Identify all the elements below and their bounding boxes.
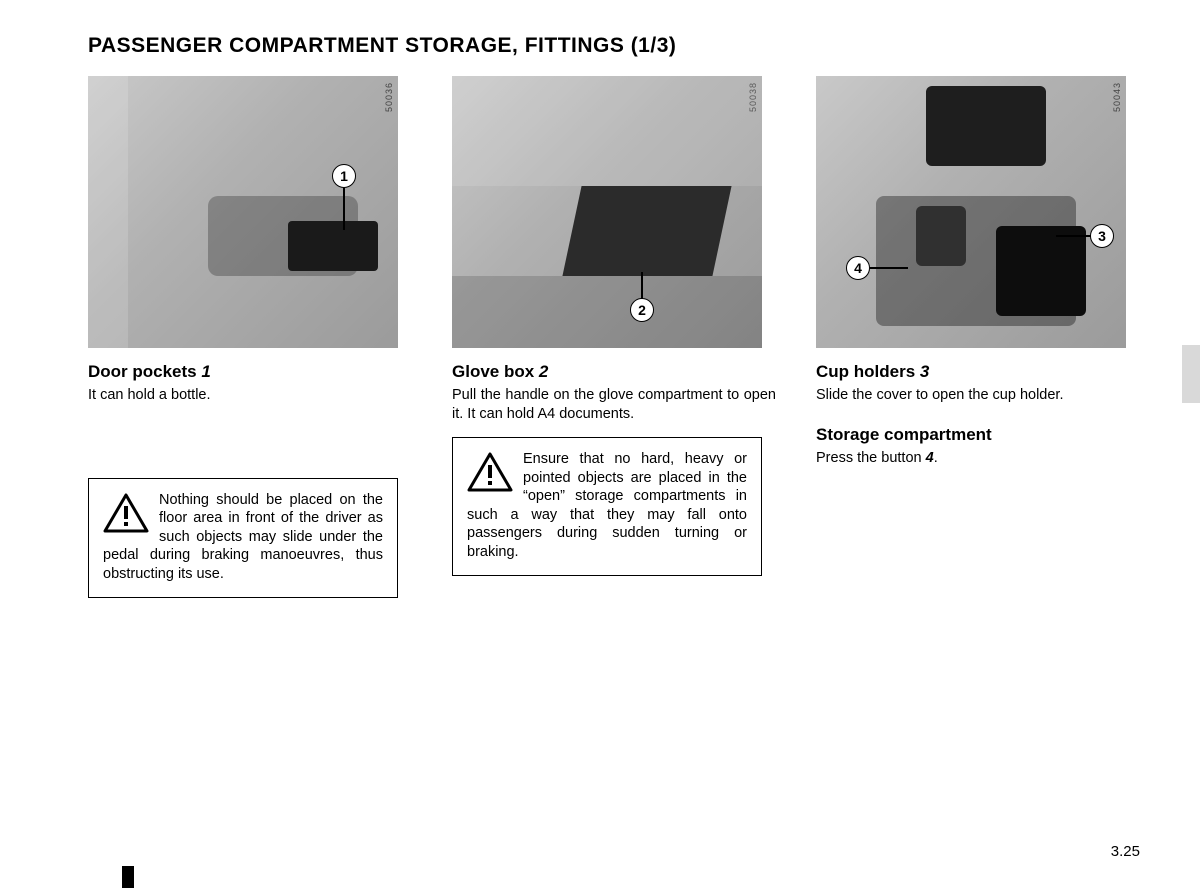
text-glove-box: Pull the handle on the glove compartment… bbox=[452, 386, 776, 423]
column-1: 50036 1 Door pockets 1 It can hold a bot… bbox=[88, 76, 412, 648]
warning-icon bbox=[103, 493, 149, 533]
warning-icon bbox=[467, 452, 513, 492]
heading-door-pockets: Door pockets 1 bbox=[88, 362, 412, 382]
heading-storage-compartment: Storage compartment bbox=[816, 425, 1140, 445]
column-2: 50038 2 Glove box 2 Pull the handle on t… bbox=[452, 76, 776, 648]
column-3: 50043 3 4 Cup holders 3 Slide the cover … bbox=[816, 76, 1140, 648]
footer-crop-mark bbox=[122, 866, 134, 888]
heading-cup-holders: Cup holders 3 bbox=[816, 362, 1140, 382]
callout-2: 2 bbox=[630, 298, 654, 322]
figure-glove-box: 50038 2 bbox=[452, 76, 762, 348]
text-storage-a: Press the button bbox=[816, 450, 926, 466]
heading-glove-box-ref: 2 bbox=[539, 362, 548, 381]
text-storage-b: . bbox=[934, 450, 938, 466]
columns: 50036 1 Door pockets 1 It can hold a bot… bbox=[88, 76, 1140, 648]
heading-cup-holders-text: Cup holders bbox=[816, 362, 920, 381]
text-door-pockets: It can hold a bottle. bbox=[88, 386, 412, 405]
heading-glove-box-text: Glove box bbox=[452, 362, 539, 381]
text-storage-compartment: Press the button 4. bbox=[816, 449, 1140, 468]
heading-door-pockets-text: Door pockets bbox=[88, 362, 201, 381]
page-number: 3.25 bbox=[1111, 843, 1140, 860]
heading-door-pockets-ref: 1 bbox=[201, 362, 210, 381]
warning-box-1: Nothing should be placed on the floor ar… bbox=[88, 478, 398, 599]
callout-3: 3 bbox=[1090, 224, 1114, 248]
callout-1: 1 bbox=[332, 164, 356, 188]
figure-door-pockets: 50036 1 bbox=[88, 76, 398, 348]
warning-box-2: Ensure that no hard, heavy or pointed ob… bbox=[452, 437, 762, 576]
figure-cup-holders: 50043 3 4 bbox=[816, 76, 1126, 348]
page-title: PASSENGER COMPARTMENT STORAGE, FITTINGS … bbox=[88, 34, 1140, 58]
text-cup-holders: Slide the cover to open the cup holder. bbox=[816, 386, 1140, 405]
heading-cup-holders-ref: 3 bbox=[920, 362, 929, 381]
heading-glove-box: Glove box 2 bbox=[452, 362, 776, 382]
figure-ref-1: 50036 bbox=[384, 82, 394, 112]
warning-content-1: Nothing should be placed on the floor ar… bbox=[103, 491, 383, 584]
text-storage-ref: 4 bbox=[926, 450, 934, 466]
warning-content-2: Ensure that no hard, heavy or pointed ob… bbox=[467, 450, 747, 561]
callout-4: 4 bbox=[846, 256, 870, 280]
figure-ref-3: 50043 bbox=[1112, 82, 1122, 112]
thumb-tab bbox=[1182, 345, 1200, 403]
